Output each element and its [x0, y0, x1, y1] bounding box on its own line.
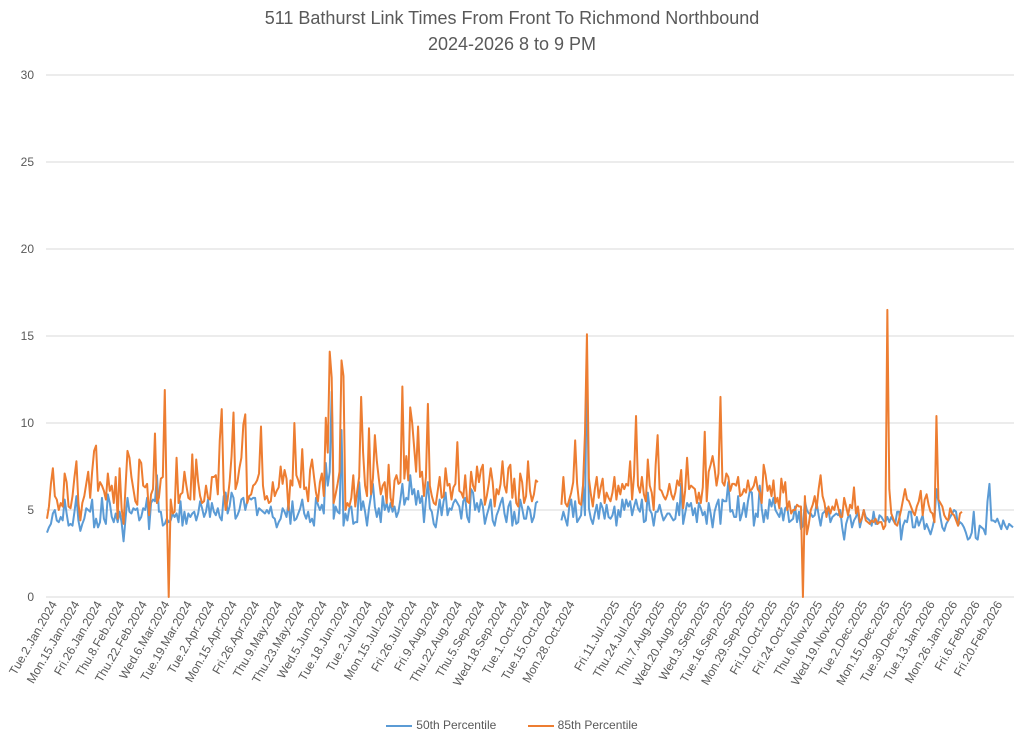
y-tick-label: 25	[21, 155, 35, 169]
y-tick-label: 30	[21, 68, 35, 82]
y-tick-label: 0	[27, 590, 34, 604]
y-tick-label: 5	[27, 503, 34, 517]
legend-label-50th: 50th Percentile	[416, 718, 497, 732]
legend-label-85th: 85th Percentile	[557, 718, 638, 732]
y-tick-label: 15	[21, 329, 35, 343]
series-line-85th	[45, 308, 963, 598]
legend-item-85th: 85th Percentile	[527, 718, 638, 732]
chart-subtitle: 2024-2026 8 to 9 PM	[427, 34, 597, 54]
y-tick-label: 10	[21, 416, 35, 430]
y-tick-label: 20	[21, 242, 35, 256]
series-line-50th	[46, 354, 1014, 543]
legend: 50th Percentile 85th Percentile	[0, 718, 1024, 732]
legend-item-50th: 50th Percentile	[386, 718, 496, 732]
chart-title: 511 Bathurst Link Times From Front To Ri…	[264, 8, 760, 28]
legend-swatch-50th	[386, 724, 413, 727]
legend-swatch-85th	[527, 724, 554, 727]
